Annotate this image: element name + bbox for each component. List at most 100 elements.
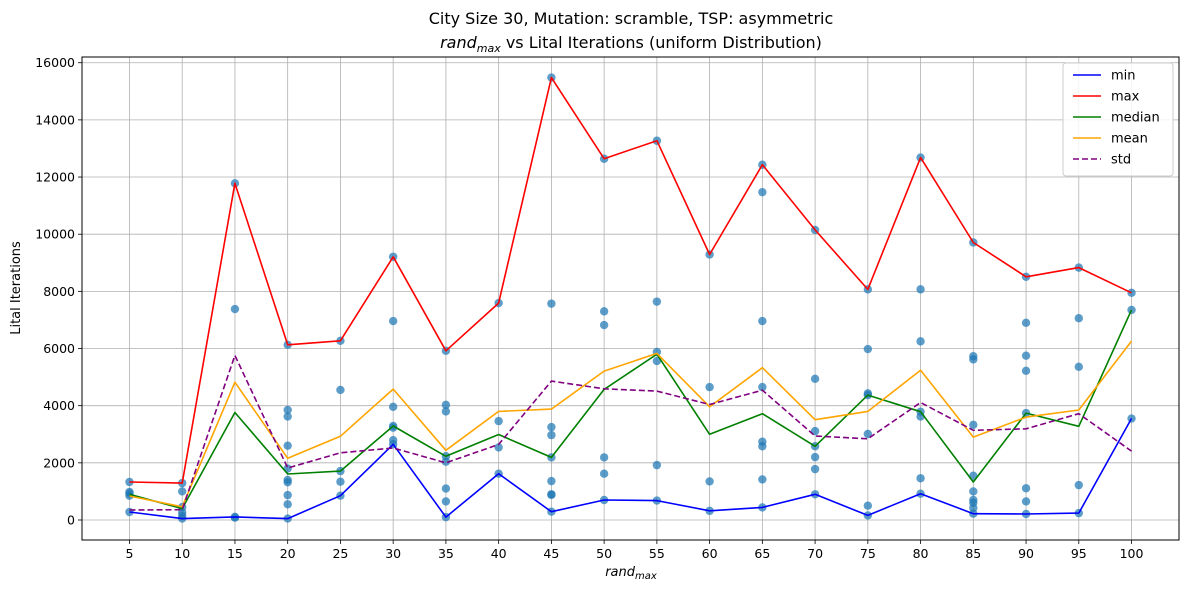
- scatter-point: [441, 407, 451, 416]
- x-tick-label: 35: [438, 546, 454, 561]
- scatter-point: [547, 476, 556, 486]
- scatter-point: [388, 436, 398, 445]
- scatter-point: [178, 487, 187, 496]
- scatter-point: [283, 405, 292, 415]
- legend-label-max: max: [1111, 90, 1140, 105]
- x-axis-label: randmax: [605, 565, 657, 582]
- scatter-point: [810, 452, 820, 462]
- y-tick-label: 6000: [43, 341, 75, 356]
- y-tick-label: 14000: [35, 112, 75, 127]
- scatter-point: [599, 307, 609, 316]
- x-tick-label: 90: [1018, 546, 1034, 561]
- scatter-point: [388, 402, 398, 412]
- y-tick-label: 8000: [43, 284, 75, 299]
- scatter-point: [1074, 480, 1083, 490]
- legend-label-median: median: [1111, 111, 1160, 126]
- scatter-point: [283, 412, 292, 421]
- scatter-point: [1021, 497, 1031, 506]
- x-axis-label-rand: rand: [605, 565, 636, 580]
- legend-label-min: min: [1111, 69, 1136, 84]
- series-lines: [129, 76, 1133, 520]
- series-line-min: [129, 418, 1133, 520]
- scatter-point: [705, 477, 714, 486]
- series-line-mean: [129, 340, 1133, 508]
- x-tick-label: 45: [543, 546, 559, 561]
- x-tick-label: 100: [1120, 546, 1144, 561]
- scatter-point: [969, 352, 978, 361]
- scatter-point: [758, 437, 767, 446]
- scatter-point: [810, 464, 820, 474]
- x-tick-label: 75: [860, 546, 876, 561]
- scatter-point: [969, 420, 978, 430]
- scatter-point: [969, 471, 978, 480]
- scatter-point: [863, 501, 873, 510]
- chart-title-line1: City Size 30, Mutation: scramble, TSP: a…: [429, 9, 834, 28]
- scatter-point: [1074, 314, 1083, 323]
- x-tick-label: 95: [1071, 546, 1087, 561]
- scatter-point: [652, 460, 662, 470]
- x-tick-label: 20: [280, 546, 296, 561]
- scatter-point: [283, 500, 292, 509]
- scatter-point: [705, 382, 714, 392]
- scatter-point: [283, 441, 292, 450]
- x-tick-label: 85: [965, 546, 981, 561]
- y-tick-label: 4000: [43, 398, 75, 413]
- scatter-point: [1074, 362, 1083, 372]
- scatter-point: [916, 285, 925, 294]
- scatter-point: [547, 422, 556, 432]
- series-line-std: [129, 354, 1132, 511]
- scatter-point: [916, 337, 925, 346]
- y-tick-label: 10000: [35, 227, 75, 242]
- legend-label-std: std: [1111, 153, 1131, 168]
- scatter-point: [283, 490, 292, 500]
- y-tick-label: 0: [67, 512, 75, 527]
- y-axis-label: Lital Iterations: [9, 241, 24, 335]
- scatter-point: [547, 430, 556, 440]
- plot-frame: [81, 56, 1180, 541]
- chart-title-max: max: [477, 42, 501, 55]
- scatter-point: [1021, 351, 1031, 360]
- legend-box: [1062, 62, 1174, 177]
- scatter-point: [863, 429, 873, 439]
- y-tick-label: 16000: [35, 55, 75, 70]
- series-line-median: [129, 309, 1133, 510]
- scatter-point: [969, 495, 978, 505]
- chart-title-rest: vs Lital Iterations (uniform Distributio…: [501, 33, 822, 52]
- scatter-point: [441, 497, 451, 506]
- legend-label-mean: mean: [1111, 132, 1148, 147]
- scatter-point: [599, 453, 609, 462]
- chart-title-line2: randmax vs Lital Iterations (uniform Dis…: [440, 33, 822, 55]
- x-tick-label: 65: [754, 546, 770, 561]
- scatter-point: [494, 416, 503, 426]
- x-tick-label: 55: [649, 546, 665, 561]
- scatter-point: [283, 475, 292, 485]
- scatter-point: [758, 187, 767, 197]
- x-tick-label: 30: [385, 546, 401, 561]
- scatter-point: [1021, 484, 1031, 493]
- x-tick-label: 80: [913, 546, 929, 561]
- x-axis-label-max: max: [635, 571, 657, 582]
- axis-ticks: 5 10 15 20 25 30 35 40 45 50 55 60 65 70 75 80 85 90 95 100…: [35, 55, 1143, 561]
- grid: [82, 57, 1179, 540]
- x-tick-label: 70: [807, 546, 823, 561]
- legend: min max median mean std: [1062, 62, 1174, 177]
- y-tick-label: 12000: [35, 170, 75, 185]
- scatter-point: [494, 443, 503, 452]
- scatter-point: [758, 475, 767, 484]
- scatter-point: [441, 484, 451, 493]
- scatter-point: [863, 344, 873, 354]
- scatter-point: [125, 477, 134, 487]
- scatter-point: [599, 320, 609, 330]
- x-tick-label: 50: [596, 546, 612, 561]
- x-tick-label: 40: [491, 546, 507, 561]
- x-tick-label: 10: [174, 546, 190, 561]
- scatter-point: [336, 385, 345, 395]
- x-tick-label: 25: [332, 546, 348, 561]
- scatter-point: [230, 304, 240, 314]
- x-tick-label: 60: [702, 546, 718, 561]
- scatter-point: [547, 490, 556, 499]
- scatter-point: [1127, 288, 1136, 297]
- scatter-point: [652, 297, 662, 306]
- scatter-point: [1021, 318, 1031, 327]
